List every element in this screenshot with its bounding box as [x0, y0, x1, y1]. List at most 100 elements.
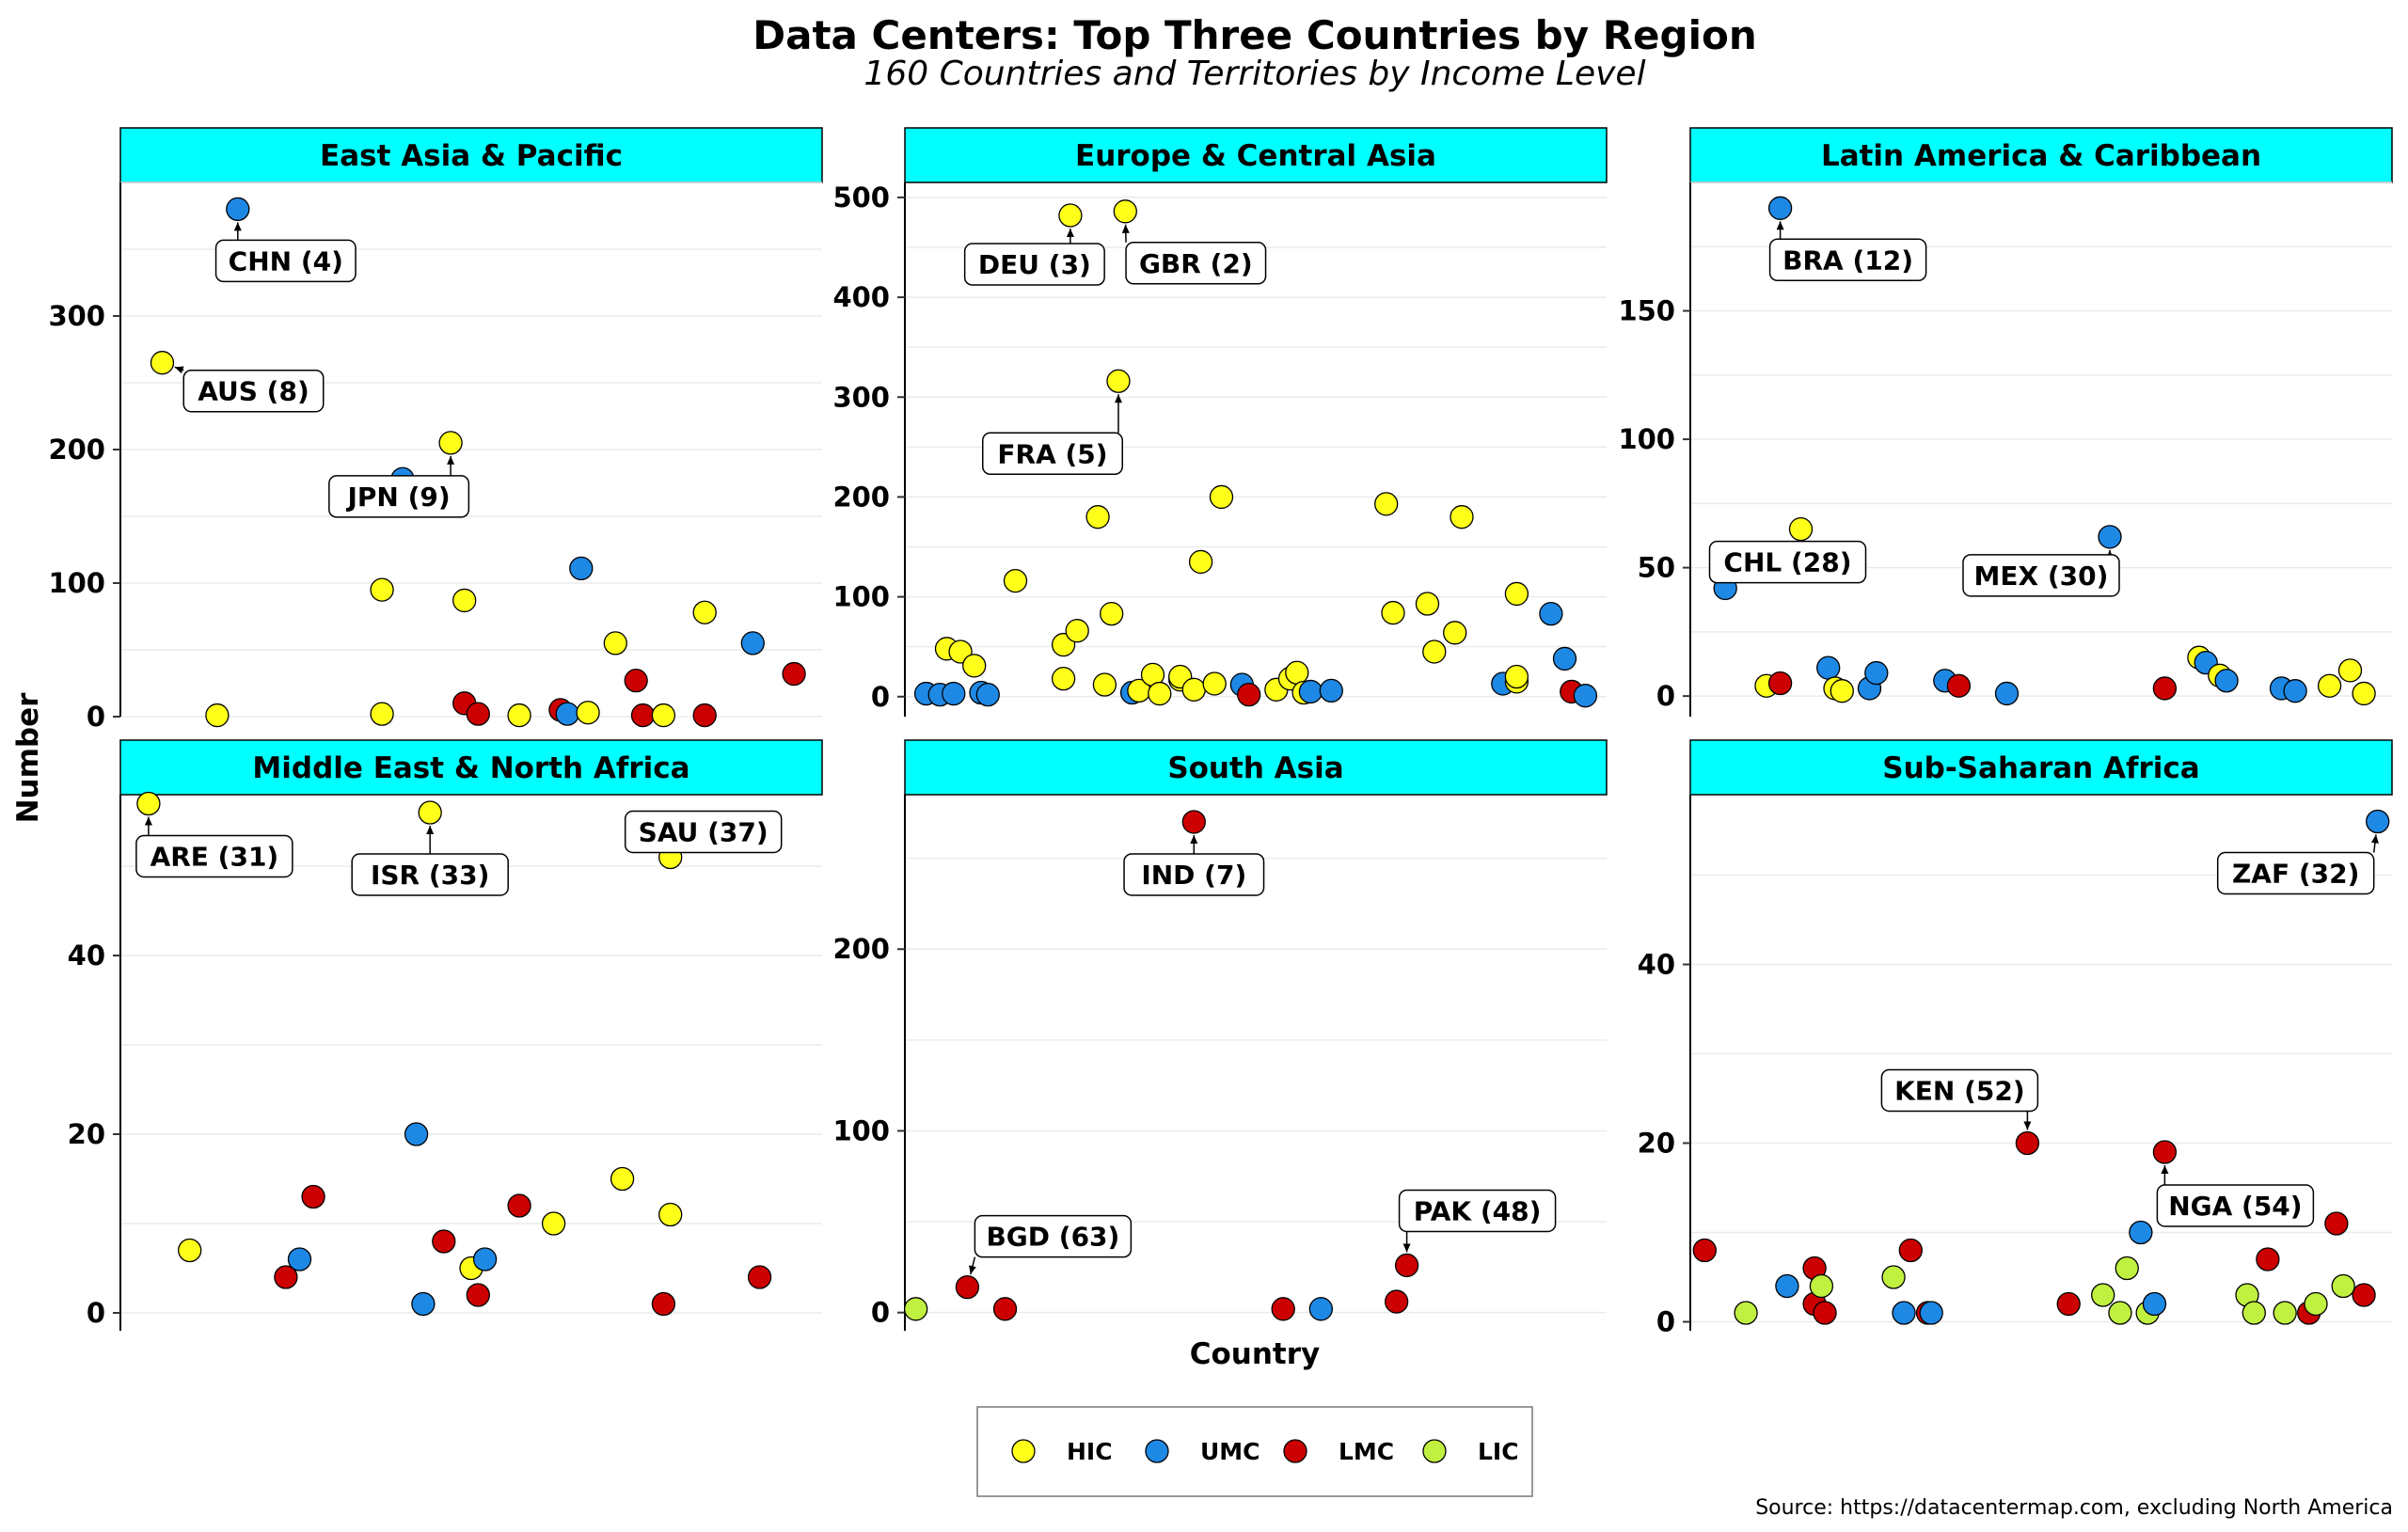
label-text: ARE (31) — [150, 842, 279, 873]
data-point — [955, 1274, 980, 1300]
data-point — [2273, 1301, 2297, 1325]
legend-item: HIC — [1011, 1438, 1113, 1465]
data-point — [962, 654, 987, 678]
legend-key — [1011, 1439, 1036, 1463]
data-point — [1148, 681, 1172, 706]
legend-label: LMC — [1339, 1438, 1394, 1465]
y-tick-label: 300 — [48, 300, 105, 332]
legend-label: UMC — [1200, 1438, 1260, 1465]
data-point — [1994, 681, 2020, 706]
y-tick-label: 0 — [87, 701, 105, 733]
data-point — [541, 1211, 566, 1236]
data-point — [904, 1297, 928, 1321]
label-box — [1398, 1189, 1557, 1233]
data-point — [692, 703, 717, 728]
data-point — [370, 702, 394, 726]
data-point — [1209, 484, 1234, 510]
data-point — [2242, 1301, 2266, 1325]
y-tick-label: 150 — [1618, 295, 1675, 327]
data-point — [274, 1265, 298, 1289]
data-point — [1816, 655, 1841, 680]
data-point — [992, 1297, 1018, 1321]
y-tick-label: 20 — [1638, 1128, 1675, 1160]
label-box — [1962, 554, 2120, 597]
data-point — [1734, 1301, 1758, 1325]
label-text: NGA (54) — [2168, 1191, 2302, 1222]
y-axis-title: Number — [11, 692, 45, 824]
data-point — [2331, 1273, 2355, 1299]
data-point — [610, 1166, 635, 1192]
label-box — [1125, 242, 1267, 285]
legend-item: LIC — [1422, 1438, 1519, 1465]
data-point — [1298, 679, 1323, 704]
label-box — [1123, 853, 1265, 896]
panel: Latin America & Caribbean 0 50 100 150 BRA (1… — [1618, 127, 2393, 717]
y-tick-label: 500 — [832, 182, 890, 213]
data-point — [576, 701, 600, 725]
label-box — [624, 810, 783, 854]
data-point — [1767, 671, 1793, 696]
label-text: IND (7) — [1141, 860, 1246, 891]
data-point — [2015, 1130, 2040, 1156]
data-point — [404, 1122, 429, 1146]
source-note: Source: https://datacentermap.com, exclu… — [1755, 1496, 2393, 1520]
data-point — [1202, 671, 1227, 696]
label-box — [974, 1214, 1133, 1258]
data-point — [2283, 679, 2307, 703]
y-tick-label: 200 — [48, 434, 105, 466]
data-label: ISR (33) — [351, 826, 509, 896]
data-point — [942, 681, 966, 706]
y-tick-label: 0 — [1656, 1306, 1675, 1338]
label-text: BRA (12) — [1782, 245, 1913, 276]
data-point — [1106, 369, 1131, 393]
panel-strip — [1689, 127, 2393, 183]
label-box — [328, 475, 470, 518]
data-point — [1830, 679, 1854, 703]
legend-item: LMC — [1283, 1438, 1394, 1465]
data-point — [1085, 505, 1110, 529]
data-point — [2337, 658, 2363, 683]
data-point — [472, 1247, 498, 1271]
data-label: JPN (9) — [328, 455, 470, 518]
y-tick-label: 100 — [832, 1114, 890, 1146]
panel-title: Europe & Central Asia — [1075, 139, 1436, 173]
label-box — [1708, 540, 1867, 584]
label-text: FRA (5) — [997, 438, 1107, 469]
data-point — [747, 1265, 772, 1289]
data-point — [569, 556, 594, 581]
data-point — [1881, 1265, 1906, 1289]
data-point — [1552, 646, 1577, 671]
data-point — [1443, 621, 1467, 645]
data-point — [1065, 619, 1089, 643]
data-point — [2352, 1283, 2376, 1307]
data-point — [466, 1283, 490, 1307]
data-point — [1285, 660, 1309, 685]
label-text: AUS (8) — [198, 376, 309, 407]
label-box — [1768, 238, 1927, 282]
legend-key — [1283, 1439, 1307, 1463]
label-arrow-head — [2023, 1121, 2032, 1130]
label-arrow-head — [447, 455, 455, 465]
data-point — [1946, 673, 1972, 698]
data-point — [658, 1202, 683, 1227]
y-tick-label: 50 — [1638, 552, 1675, 584]
data-point — [1374, 492, 1399, 516]
data-point — [1692, 1238, 1717, 1263]
data-label: CHN (4) — [214, 222, 356, 283]
data-point — [1100, 601, 1124, 626]
label-text: CHL (28) — [1723, 547, 1851, 578]
data-point — [1415, 592, 1440, 616]
data-point — [1051, 667, 1076, 691]
y-tick-label: 100 — [48, 567, 105, 599]
panel-strip — [904, 127, 1608, 183]
data-point — [432, 1229, 456, 1254]
label-text: CHN (4) — [229, 245, 343, 276]
data-point — [975, 682, 1000, 707]
panel: Middle East & North Africa 0 20 40 ARE (31) I… — [68, 739, 823, 1331]
y-tick-label: 0 — [87, 1297, 105, 1329]
data-point — [2304, 1291, 2328, 1317]
data-point — [452, 588, 477, 613]
label-text: ISR (33) — [371, 860, 489, 891]
label-text: DEU (3) — [978, 249, 1091, 280]
data-point — [2115, 1256, 2139, 1281]
